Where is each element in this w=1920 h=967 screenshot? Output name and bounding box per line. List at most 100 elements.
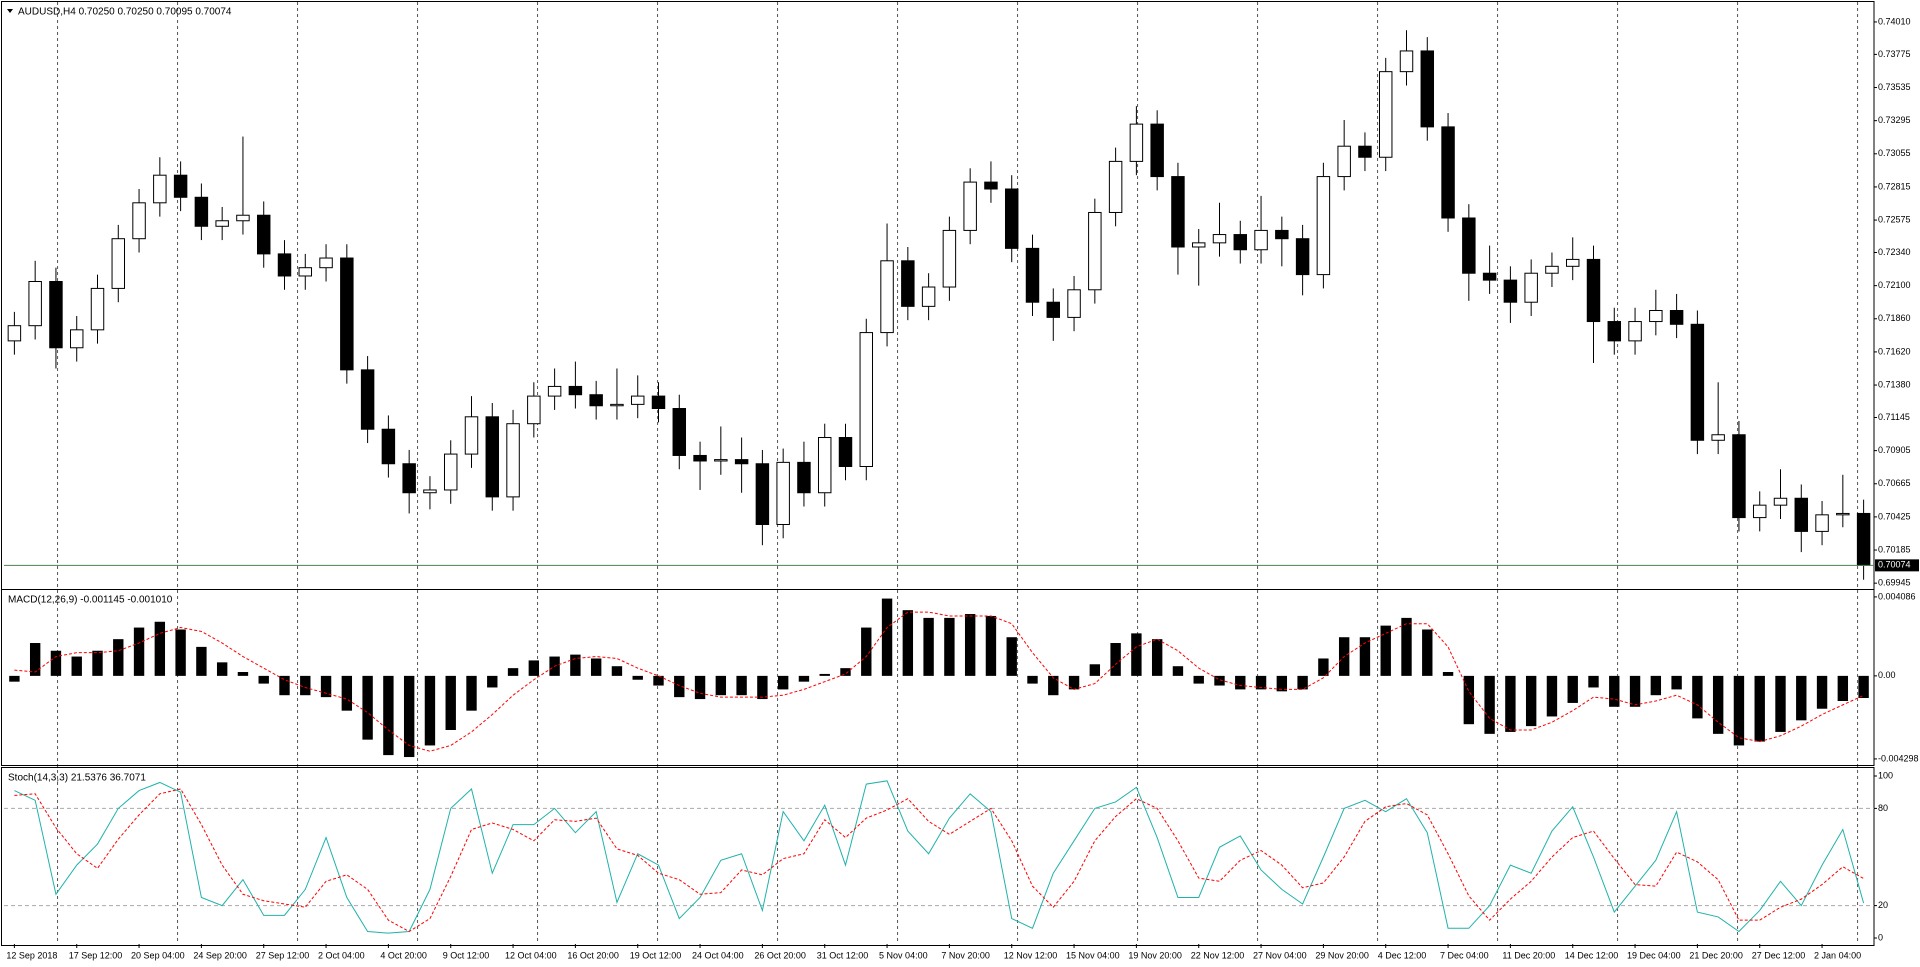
candle-body-down [1732,434,1746,519]
x-tick-label: 15 Nov 04:00 [1066,950,1120,960]
histogram-bar [964,614,976,676]
histogram-bar [1546,675,1558,717]
histogram-bar [632,675,643,680]
x-tick-label: 12 Oct 04:00 [505,950,557,960]
candle-body-up [1337,145,1351,178]
histogram-bar [300,675,311,696]
y-tick-label: 0.70665 [1878,478,1911,488]
candle-body-up [1212,234,1227,244]
x-tick-label: 17 Sep 12:00 [69,950,123,960]
current-price-box [1875,559,1919,572]
current-price-label: 0.70074 [1878,560,1911,570]
candle-body-down [1420,50,1435,128]
candle-body-up [423,489,437,494]
candle-body-up [942,229,957,288]
x-tick-label: 31 Oct 12:00 [817,950,869,960]
y-tick-label: 0.71860 [1878,313,1911,323]
candle-body-down [901,260,915,307]
candle-body-up [610,403,624,407]
histogram-bar [1463,675,1475,725]
histogram-bar [279,675,290,696]
pane-title: AUDUSD,H4 0.70250 0.70250 0.70095 0.7007… [18,7,232,18]
y-tick-label: 20 [1878,900,1888,910]
y-tick-label: 100 [1878,770,1893,780]
histogram-bar [1172,666,1184,676]
histogram-bar [840,668,851,676]
histogram-bar [1089,664,1101,676]
histogram-bar [1442,672,1454,676]
candle-body-down [1441,126,1455,219]
histogram-bar [715,675,727,696]
histogram-bar [362,675,373,740]
candle-body-down [1358,145,1372,158]
candle-body-up [1067,289,1081,318]
histogram-bar [590,658,602,676]
x-tick-label: 7 Dec 04:00 [1440,950,1489,960]
histogram-bar [1027,675,1038,684]
histogram-bar [1255,675,1267,690]
candle-body-down [340,257,354,371]
histogram-bar [466,675,477,711]
candle-body-down [1233,234,1248,251]
candle-body-up [1545,265,1559,274]
candle-body-down [1586,258,1601,323]
x-tick-label: 29 Nov 20:00 [1315,950,1369,960]
histogram-bar [570,654,581,676]
candle-body-up [963,181,977,231]
candle-body-up [28,281,42,327]
y-tick-label: 0.73295 [1878,115,1911,125]
candle-body-up [714,459,728,462]
pane-title: MACD(12,26,9) -0.001145 -0.001010 [8,595,173,606]
histogram-bar [113,639,124,676]
x-tick-label: 2 Jan 04:00 [1814,950,1861,960]
x-tick-label: 19 Nov 20:00 [1128,950,1182,960]
x-tick-label: 22 Nov 12:00 [1191,950,1245,960]
candle-body-up [111,238,126,289]
candle-body-up [1524,272,1538,303]
candle-body-up [527,395,541,425]
candle-body-down [1004,188,1019,249]
candle-body-up [1378,71,1393,158]
histogram-bar [902,610,914,676]
histogram-bar [1837,675,1849,701]
histogram-bar [1671,675,1682,690]
x-tick-label: 7 Nov 20:00 [941,950,990,960]
y-tick-label: 0.70185 [1878,544,1911,554]
histogram-bar [487,675,498,688]
x-tick-label: 27 Sep 12:00 [256,950,310,960]
candle-body-up [215,220,229,227]
candle-body-up [1649,309,1663,323]
histogram-bar [1193,675,1204,684]
histogram-bar [1276,675,1288,692]
histogram-bar [1318,658,1329,676]
y-tick-label: 0.72340 [1878,247,1911,257]
histogram-bar [1151,639,1163,676]
candle-body-down [1171,176,1185,248]
pane-title: Stoch(14,3,3) 21.5376 36.7071 [8,773,146,784]
histogram-bar [154,621,166,676]
x-tick-label: 20 Sep 04:00 [131,950,185,960]
candle-body-down [49,281,63,349]
histogram-bar [611,666,623,676]
x-tick-label: 12 Nov 12:00 [1004,950,1058,960]
histogram-bar [1629,675,1641,707]
candle-body-down [1275,229,1289,240]
histogram-bar [1588,675,1599,688]
x-tick-label: 27 Nov 04:00 [1253,950,1307,960]
candle-body-up [1752,504,1767,519]
candle-body-up [859,332,874,468]
histogram-bar [1131,633,1142,676]
histogram-bar [1858,675,1869,699]
candle-body-up [1191,242,1206,248]
histogram-bar [1484,675,1495,734]
candle-body-down [194,196,209,227]
candle-body-down [672,408,687,456]
candle-body-down [1690,323,1705,441]
candle-body-down [1503,279,1518,303]
candle-body-down [1482,272,1497,281]
histogram-bar [1422,629,1433,676]
histogram-bar [1733,675,1745,746]
histogram-bar [50,650,62,676]
candle-body-up [1815,514,1829,532]
